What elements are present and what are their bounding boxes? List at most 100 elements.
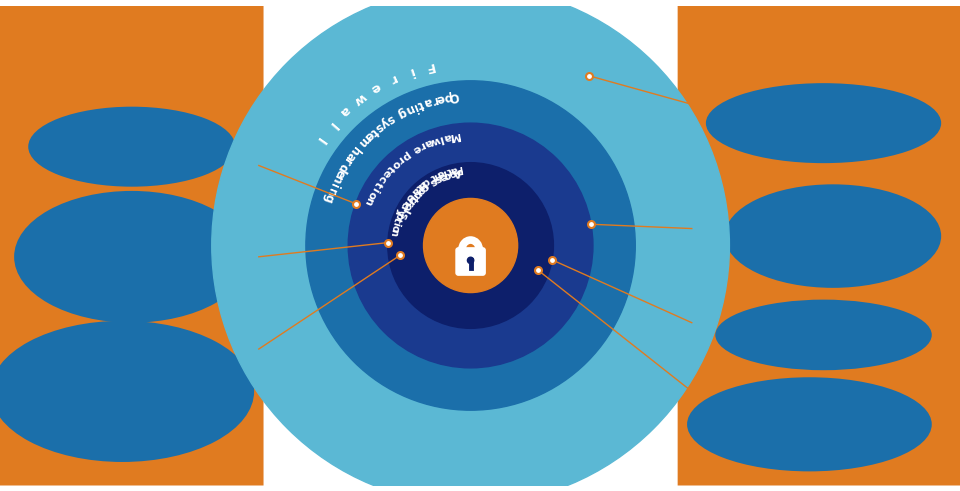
Ellipse shape [687,377,932,471]
Text: p: p [393,210,404,221]
Text: p: p [443,90,452,105]
Text: e: e [438,170,448,183]
Text: a: a [443,131,452,142]
Text: s: s [433,172,444,185]
Text: i: i [326,181,340,190]
Text: r: r [339,156,353,168]
Text: i: i [370,185,380,193]
Text: d: d [420,176,431,188]
Text: a: a [423,136,434,148]
Text: l: l [438,133,444,143]
Text: n: n [323,186,338,198]
Ellipse shape [0,321,254,462]
Text: t: t [414,182,424,193]
Text: m: m [355,132,372,149]
Text: n: n [431,169,443,181]
Text: o: o [401,200,414,212]
Text: r: r [395,154,405,165]
Text: y: y [395,207,406,217]
Text: s: s [372,120,386,134]
FancyBboxPatch shape [0,5,264,486]
Text: e: e [403,191,416,203]
Ellipse shape [715,300,932,370]
Text: O: O [448,89,460,104]
Text: e: e [369,80,383,95]
Text: c: c [448,167,457,179]
Text: a: a [448,164,458,175]
Text: n: n [411,188,423,200]
Text: i: i [410,100,419,113]
Ellipse shape [706,83,941,163]
Text: i: i [391,221,401,227]
Text: t: t [392,216,402,224]
Text: r: r [387,71,398,86]
Text: t: t [445,165,453,176]
Text: w: w [351,89,369,107]
Text: r: r [396,203,408,213]
Text: c: c [419,181,430,193]
Text: h: h [347,143,362,158]
Text: M: M [447,130,460,141]
Text: w: w [428,134,441,146]
Text: n: n [363,195,374,206]
Text: a: a [416,178,428,191]
Text: n: n [401,102,415,117]
Circle shape [348,123,593,368]
Text: g: g [321,192,336,204]
Ellipse shape [725,184,941,288]
Text: e: e [331,167,347,180]
Text: o: o [365,189,377,200]
Text: l: l [399,207,410,215]
Text: n: n [328,173,344,186]
Text: e: e [411,142,422,154]
Text: o: o [389,223,400,233]
Text: t: t [416,97,425,111]
Text: t: t [368,124,380,138]
Text: a: a [409,184,421,196]
Text: F: F [423,58,435,73]
FancyBboxPatch shape [456,248,485,275]
Text: e: e [361,128,376,143]
Text: o: o [415,184,427,196]
Circle shape [423,198,517,293]
Text: i: i [406,64,415,78]
Circle shape [264,38,678,453]
Text: t: t [428,172,438,183]
Text: c: c [376,172,388,184]
Text: t: t [385,163,396,173]
Text: c: c [443,169,452,180]
Text: r: r [404,196,416,207]
Circle shape [468,257,473,264]
Circle shape [306,81,636,410]
Text: s: s [428,175,439,187]
Circle shape [212,0,730,491]
Text: s: s [396,210,408,220]
Text: g: g [396,105,409,120]
Text: p: p [399,149,412,162]
Text: a: a [421,95,433,109]
Text: P: P [453,163,462,174]
FancyBboxPatch shape [678,5,960,486]
Text: o: o [389,157,401,170]
Text: r: r [429,93,439,107]
Text: l: l [325,119,338,131]
Text: l: l [313,134,326,145]
Ellipse shape [28,107,235,187]
Text: d: d [335,161,350,174]
Text: e: e [436,167,446,180]
Text: n: n [401,194,413,206]
Text: i: i [442,166,448,177]
Text: s: s [384,111,396,126]
Text: y: y [377,115,392,130]
Text: e: e [436,91,445,106]
Text: t: t [372,179,384,189]
Text: A: A [452,166,463,178]
Ellipse shape [14,191,250,323]
Text: r: r [418,139,427,151]
Text: t: t [408,192,419,203]
Circle shape [388,163,553,328]
Text: a: a [343,149,358,163]
Text: a: a [337,103,352,118]
Text: e: e [380,167,393,179]
Text: c: c [398,199,411,209]
